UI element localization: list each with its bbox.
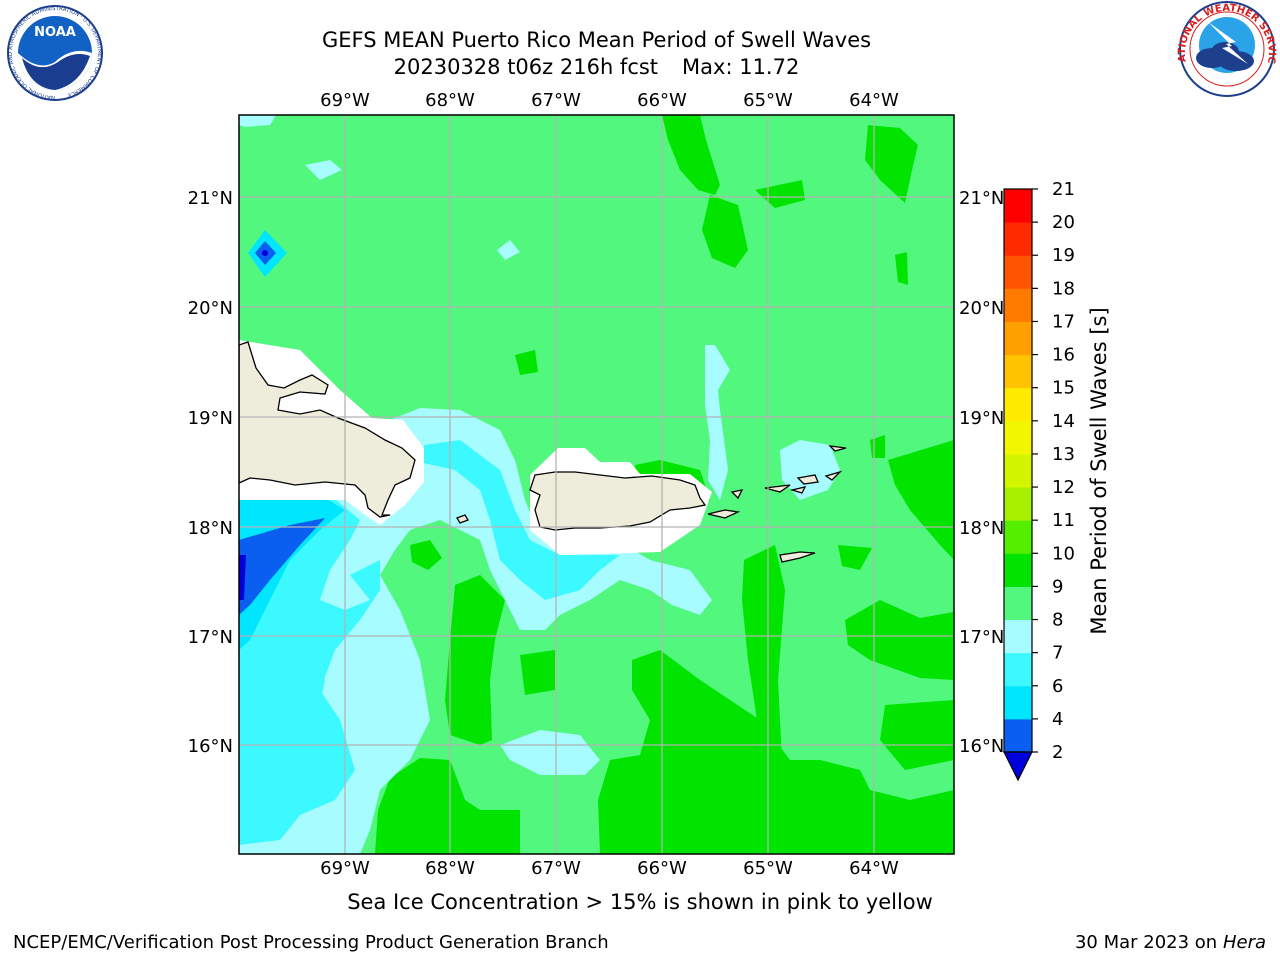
lat-label: 20°N — [188, 298, 233, 319]
colorbar-tick-label: 4 — [1052, 709, 1063, 730]
colorbar-segment — [1004, 288, 1032, 322]
lon-label: 68°W — [425, 90, 475, 111]
lon-labels-bottom: 69°W 68°W 67°W 66°W 65°W 64°W — [320, 858, 899, 879]
colorbar-tick-label: 17 — [1052, 311, 1075, 332]
lon-label: 67°W — [531, 858, 581, 879]
lon-label: 65°W — [743, 858, 793, 879]
nws-logo-icon: NATIONAL WEATHER SERVICE — [0, 0, 1277, 97]
lon-label: 68°W — [425, 858, 475, 879]
colorbar-label: Mean Period of Swell Waves [s] — [1087, 307, 1111, 634]
colorbar-tick-label: 2 — [1052, 742, 1063, 763]
colorbar-tick-label: 18 — [1052, 278, 1075, 299]
colorbar-segment — [1004, 586, 1032, 621]
branch-credit: NCEP/EMC/Verification Post Processing Pr… — [13, 932, 609, 953]
colorbar-extend-arrow — [1003, 751, 1033, 782]
colorbar-segment — [1004, 255, 1032, 289]
lon-labels-top: 69°W 68°W 67°W 66°W 65°W 64°W — [320, 90, 899, 111]
machine-name: Hera — [1222, 932, 1266, 953]
lat-labels-right: 21°N 20°N 19°N 18°N 17°N 16°N — [959, 188, 1004, 757]
forecast-line: 20230328 t06z 216h fcst Max: 11.72 — [0, 54, 1193, 80]
lat-labels-left: 21°N 20°N 19°N 18°N 17°N 16°N — [188, 188, 233, 757]
colorbar-tick-label: 13 — [1052, 444, 1075, 465]
colorbar-segment — [1004, 354, 1032, 389]
lat-label: 16°N — [959, 736, 1004, 757]
lat-label: 19°N — [959, 408, 1004, 429]
colorbar-segment — [1004, 189, 1032, 223]
colorbar-segment — [1004, 520, 1032, 554]
swell-period-field — [239, 115, 954, 854]
colorbar-segment — [1004, 222, 1032, 256]
colorbar-tick-label: 16 — [1052, 345, 1075, 366]
map-frame — [238, 114, 955, 855]
forecast-date: 20230328 t06z 216h fcst — [393, 55, 659, 79]
colorbar-segment — [1004, 321, 1032, 356]
lon-label: 64°W — [849, 90, 899, 111]
colorbar-frame — [1003, 188, 1033, 753]
colorbar-tick-label: 14 — [1052, 411, 1075, 432]
colorbar: 2 4 6 7 8 9 10 11 12 13 14 15 16 17 18 19 20 21 — [1003, 179, 1075, 782]
colorbar-tick-label: 15 — [1052, 378, 1075, 399]
colorbar-segment — [1004, 420, 1032, 455]
lon-label: 67°W — [531, 90, 581, 111]
colorbar-tick-label: 11 — [1052, 510, 1075, 531]
colorbar-segment — [1004, 685, 1032, 720]
lat-label: 16°N — [188, 736, 233, 757]
lon-label: 69°W — [320, 90, 370, 111]
map-title: GEFS MEAN Puerto Rico Mean Period of Swe… — [321, 28, 872, 52]
landmass — [239, 341, 847, 563]
lat-label: 21°N — [188, 188, 233, 209]
colorbar-tick-label: 10 — [1052, 543, 1075, 564]
lat-label: 17°N — [188, 627, 233, 648]
colorbar-segment — [1004, 487, 1032, 521]
map-grid — [239, 115, 954, 854]
run-date: 30 Mar 2023 on Hera — [1074, 932, 1266, 953]
contour-below-2 — [239, 250, 268, 600]
noaa-logo-icon: NATIONAL OCEANIC AND ATMOSPHERIC ADMINIS… — [7, 5, 103, 101]
lat-label: 20°N — [959, 298, 1004, 319]
colorbar-tick-label: 8 — [1052, 610, 1063, 631]
colorbar-segment — [1004, 387, 1032, 422]
colorbar-tick-label: 12 — [1052, 477, 1075, 498]
colorbar-tick-label: 7 — [1052, 643, 1063, 664]
lat-label: 21°N — [959, 188, 1004, 209]
colorbar-segment — [1004, 553, 1032, 587]
lon-label: 65°W — [743, 90, 793, 111]
noaa-logo-text: NOAA — [34, 25, 76, 40]
colorbar-tick-label: 19 — [1052, 245, 1075, 266]
lat-label: 19°N — [188, 408, 233, 429]
lat-label: 17°N — [959, 627, 1004, 648]
sea-ice-note: Sea Ice Concentration > 15% is shown in … — [347, 890, 933, 914]
hispaniola-island — [239, 341, 416, 518]
colorbar-tick-label: 6 — [1052, 676, 1063, 697]
st-croix-island — [779, 551, 816, 563]
colorbar-segment — [1004, 453, 1032, 488]
max-value: Max: 11.72 — [682, 55, 800, 79]
lon-label: 69°W — [320, 858, 370, 879]
colorbar-segment — [1004, 652, 1032, 687]
colorbar-tick-label: 21 — [1052, 179, 1075, 200]
lat-label: 18°N — [188, 518, 233, 539]
colorbar-segment — [1004, 718, 1032, 753]
lon-label: 66°W — [637, 90, 687, 111]
colorbar-tick-label: 9 — [1052, 576, 1063, 597]
colorbar-tick-label: 20 — [1052, 212, 1075, 233]
puerto-rico-island — [529, 471, 707, 531]
lat-label: 18°N — [959, 518, 1004, 539]
lon-label: 66°W — [637, 858, 687, 879]
nws-ring-text: NATIONAL WEATHER SERVICE — [0, 0, 1277, 64]
colorbar-segment — [1004, 619, 1032, 654]
lon-label: 64°W — [849, 858, 899, 879]
